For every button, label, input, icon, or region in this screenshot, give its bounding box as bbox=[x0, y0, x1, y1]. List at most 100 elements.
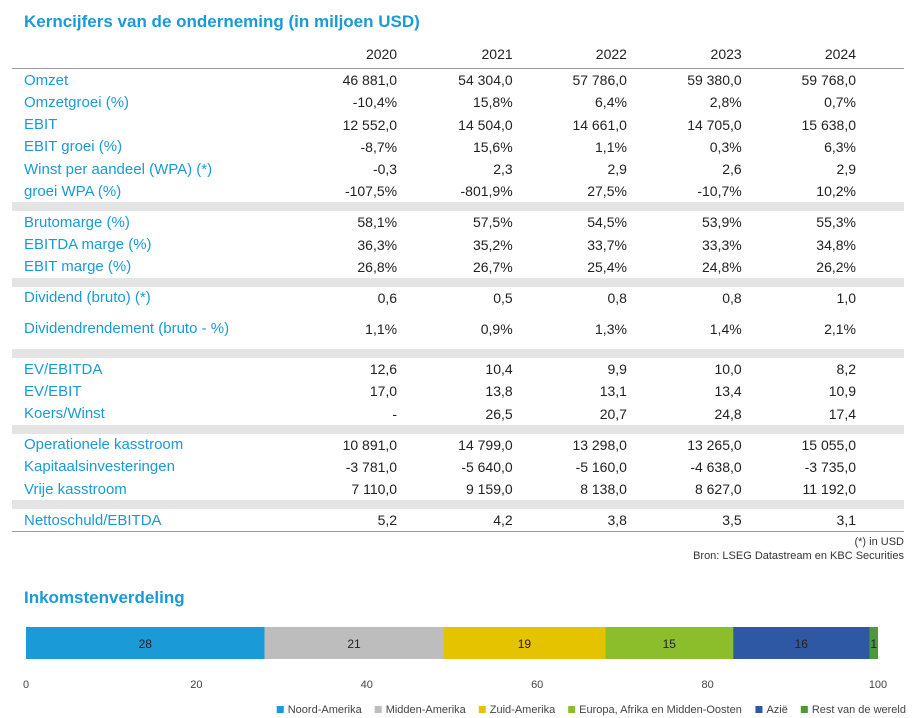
value-cell: 6,4% bbox=[595, 94, 627, 111]
value-cell: 0,5 bbox=[493, 289, 513, 306]
section-separator bbox=[12, 349, 904, 359]
value-cell: 14 799,0 bbox=[458, 436, 513, 453]
value-cell: 58,1% bbox=[357, 214, 398, 231]
table-row: EBIT 12 552,0 14 504,0 14 661,0 14 705,0 15 6… bbox=[12, 114, 904, 136]
value-cell: 24,8 bbox=[714, 405, 742, 422]
value-cell: -5 160,0 bbox=[575, 458, 627, 475]
value-cell: 26,5 bbox=[485, 405, 513, 422]
value-cell: 8 627,0 bbox=[694, 481, 742, 498]
value-cell: -10,4% bbox=[352, 94, 398, 111]
x-tick-label: 80 bbox=[701, 679, 713, 691]
value-cell: 26,2% bbox=[816, 258, 856, 275]
value-cell: 13,1 bbox=[599, 383, 627, 400]
row-label: Brutomarge (%) bbox=[24, 213, 130, 231]
value-cell: 59 380,0 bbox=[687, 72, 742, 89]
value-cell: -3 781,0 bbox=[345, 458, 398, 475]
value-cell: 35,2% bbox=[472, 236, 513, 253]
value-cell: -8,7% bbox=[360, 138, 398, 155]
value-cell: 46 881,0 bbox=[342, 72, 398, 89]
value-cell: 33,7% bbox=[587, 236, 627, 253]
row-label: Kapitaalsinvesteringen bbox=[24, 458, 175, 476]
value-cell: 8 138,0 bbox=[580, 481, 627, 498]
bar-segment bbox=[869, 627, 878, 659]
value-cell: 9 159,0 bbox=[465, 481, 513, 498]
table-row: EV/EBIT 17,0 13,8 13,1 13,4 10,9 bbox=[12, 380, 904, 402]
legend-swatch bbox=[276, 706, 284, 713]
value-cell: 13 265,0 bbox=[687, 436, 742, 453]
value-cell: 57,5% bbox=[472, 214, 513, 231]
value-cell: 15,8% bbox=[472, 94, 513, 111]
value-cell: -107,5% bbox=[344, 183, 398, 200]
row-label: Dividend (bruto) (*) bbox=[24, 289, 151, 307]
table-row: Vrije kasstroom 7 110,0 9 159,0 8 138,0 8 62… bbox=[12, 478, 904, 500]
table-row: EBITDA marge (%) 36,3% 35,2% 33,7% 33,3% 34,8… bbox=[12, 234, 904, 256]
value-cell: 2,8% bbox=[709, 94, 742, 111]
value-cell: -801,9% bbox=[460, 183, 513, 200]
value-cell: 9,9 bbox=[607, 361, 627, 378]
legend-label: Midden-Amerika bbox=[386, 704, 467, 716]
value-cell: 3,8 bbox=[512, 509, 627, 533]
legend-label: Noord-Amerika bbox=[288, 704, 363, 716]
row-label: Omzet bbox=[24, 71, 69, 89]
value-cell: 8,2 bbox=[836, 361, 856, 378]
row-label: EV/EBITDA bbox=[24, 360, 103, 378]
section-separator bbox=[12, 500, 904, 510]
bar-data-label: 21 bbox=[347, 637, 361, 651]
value-cell: 1,1% bbox=[595, 138, 627, 155]
x-tick-label: 20 bbox=[190, 679, 202, 691]
value-cell: 33,3% bbox=[701, 236, 742, 253]
value-cell: 17,0 bbox=[369, 383, 398, 400]
bar-data-label: 1 bbox=[870, 637, 877, 651]
separator-cell bbox=[12, 202, 904, 212]
value-cell: 15 055,0 bbox=[801, 436, 857, 453]
value-cell: -0,3 bbox=[372, 161, 398, 178]
row-label: Omzetgroei (%) bbox=[24, 93, 130, 111]
table-row: Kapitaalsinvesteringen -3 781,0 -5 640,0 -5… bbox=[12, 456, 904, 478]
table-header: 2020 2021 2022 2023 2024 bbox=[12, 43, 904, 69]
table-row: Dividend (bruto) (*) 0,6 0,5 0,8 0,8 1,0 bbox=[12, 287, 904, 309]
table-row: Winst per aandeel (WPA) (*) -0,3 2,3 2,9 2,6… bbox=[12, 158, 904, 180]
legend-swatch bbox=[568, 706, 576, 713]
row-label: Winst per aandeel (WPA) (*) bbox=[24, 160, 213, 178]
table-row: Dividendrendement (bruto - %) 1,1% 0,9% 1,3… bbox=[12, 309, 904, 349]
value-cell: 1,3% bbox=[595, 321, 627, 338]
value-cell: 10 891,0 bbox=[342, 436, 398, 453]
year-header: 2023 bbox=[710, 46, 742, 63]
section-separator bbox=[12, 277, 904, 287]
value-cell: 4,2 bbox=[397, 509, 513, 533]
value-cell: 17,4 bbox=[828, 405, 856, 422]
bar-data-label: 16 bbox=[795, 637, 809, 651]
table-row: EBIT groei (%) -8,7% 15,6% 1,1% 0,3% 6,3% bbox=[12, 136, 904, 158]
value-cell: 3,1 bbox=[741, 509, 904, 533]
value-cell: 0,8 bbox=[607, 289, 627, 306]
usd-note: (*) in USD bbox=[854, 536, 904, 548]
table-row: Nettoschuld/EBITDA 5,2 4,2 3,8 3,5 3,1 bbox=[12, 509, 904, 533]
value-cell: 25,4% bbox=[587, 258, 627, 275]
separator-cell bbox=[12, 500, 904, 510]
value-cell: -4 638,0 bbox=[690, 458, 742, 475]
value-cell: -3 735,0 bbox=[804, 458, 856, 475]
legend-label: Zuid-Amerika bbox=[490, 704, 556, 716]
chart-legend: Noord-Amerika Midden-Amerika Zuid-Amerika E… bbox=[276, 704, 906, 716]
bar-segment bbox=[733, 627, 870, 659]
row-label: Nettoschuld/EBITDA bbox=[12, 509, 282, 533]
source-note: Bron: LSEG Datastream en KBC Securities bbox=[693, 550, 904, 562]
value-cell: 0,6 bbox=[377, 289, 398, 306]
page-title: Kerncijfers van de onderneming (in miljo… bbox=[24, 12, 420, 31]
legend-label: Azië bbox=[766, 704, 787, 716]
legend-swatch bbox=[478, 706, 486, 713]
table-row: Omzetgroei (%) -10,4% 15,8% 6,4% 2,8% 0,7% bbox=[12, 91, 904, 113]
table-row: EV/EBITDA 12,6 10,4 9,9 10,0 8,2 bbox=[12, 358, 904, 380]
x-tick-label: 0 bbox=[23, 679, 29, 691]
bar-segment bbox=[605, 627, 734, 659]
row-label: Vrije kasstroom bbox=[24, 480, 127, 498]
table-row: groei WPA (%) -107,5% -801,9% 27,5% -10,7% 10… bbox=[12, 180, 904, 202]
value-cell: 54,5% bbox=[587, 214, 627, 231]
row-label: EBIT bbox=[24, 116, 58, 134]
value-cell: 11 192,0 bbox=[802, 481, 856, 498]
legend-swatch bbox=[374, 706, 382, 713]
section-separator bbox=[12, 202, 904, 212]
value-cell: 0,8 bbox=[722, 289, 742, 306]
row-label: EBIT groei (%) bbox=[24, 138, 123, 156]
value-cell: 2,9 bbox=[836, 161, 856, 178]
